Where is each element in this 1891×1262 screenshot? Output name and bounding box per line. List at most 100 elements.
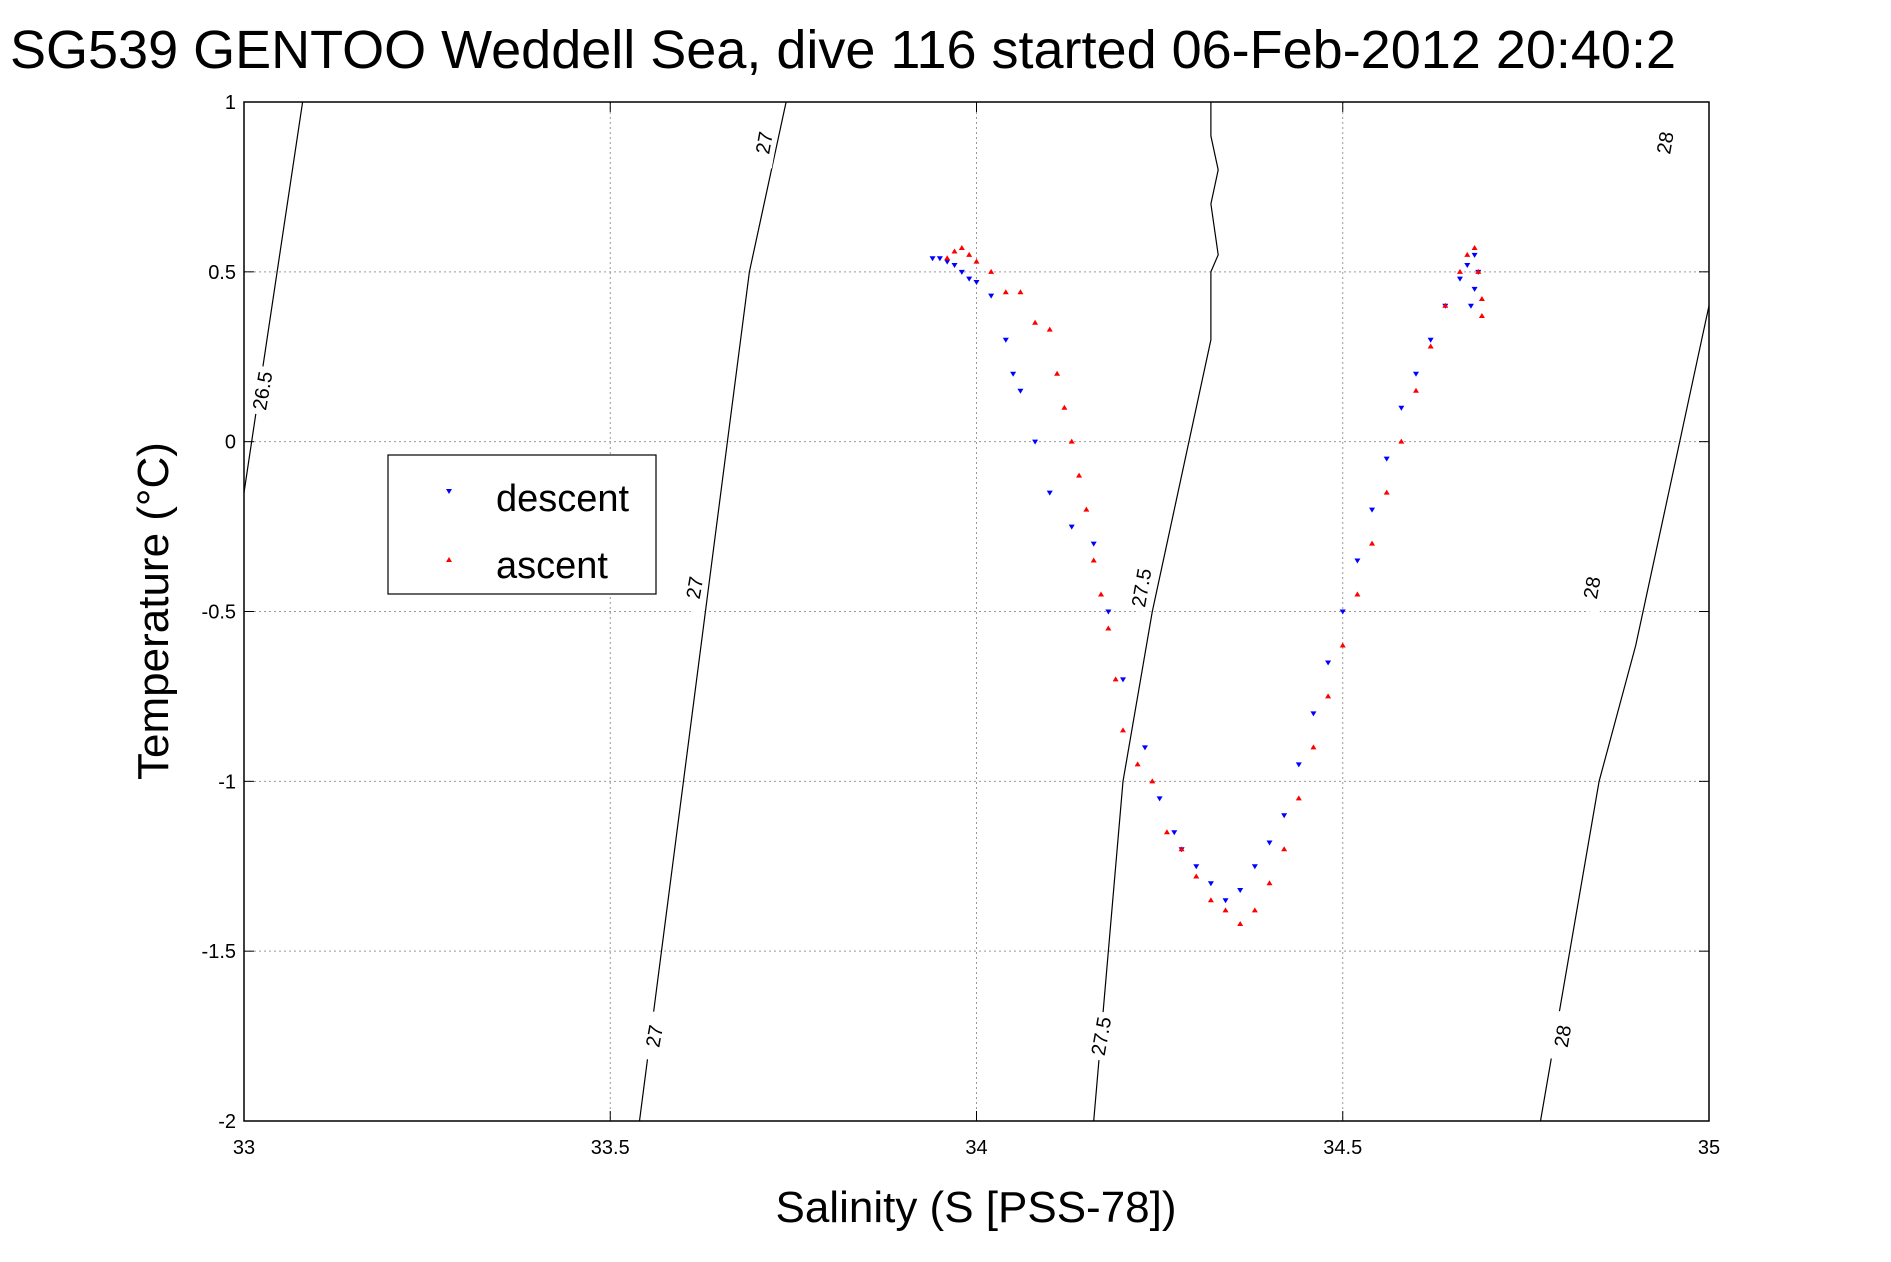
descent-point <box>1427 337 1434 343</box>
ascent-point <box>1120 727 1126 733</box>
contour-label-bg <box>678 561 711 614</box>
descent-point <box>1046 490 1053 496</box>
ascent-point <box>944 255 951 261</box>
contour-label-group: 28 <box>1546 1010 1579 1062</box>
ascent-point <box>1427 343 1434 349</box>
contour-label: 27 <box>752 130 778 156</box>
contour-label-bg <box>638 1010 671 1062</box>
ascent-point <box>1090 557 1097 563</box>
descent-point <box>1471 252 1478 258</box>
descent-point <box>1325 660 1332 666</box>
descent-point <box>1339 609 1346 615</box>
descent-point <box>1222 898 1229 904</box>
descent-point <box>966 276 973 282</box>
contour-label: 28 <box>1551 1023 1577 1049</box>
ascent-point <box>951 248 958 254</box>
descent-point <box>1141 745 1148 751</box>
y-tick-label: 1 <box>225 92 236 114</box>
descent-point <box>1310 711 1317 717</box>
descent-point <box>1281 813 1288 819</box>
descent-point <box>1156 796 1163 802</box>
descent-point <box>1369 507 1376 513</box>
x-tick-label: 35 <box>1698 1137 1720 1159</box>
ascent-point <box>1339 642 1346 648</box>
ascent-point <box>1207 897 1214 903</box>
ascent-point <box>1281 846 1288 852</box>
ascent-point <box>1178 846 1185 852</box>
ascent-point <box>1464 251 1471 257</box>
ascent-point <box>1383 489 1390 495</box>
ascent-point <box>1083 506 1090 512</box>
descent-point <box>1354 558 1361 564</box>
ascent-point <box>958 245 965 251</box>
descent-point <box>973 280 980 286</box>
ascent-point <box>1266 880 1273 886</box>
ascent-point <box>1251 907 1258 913</box>
ascent-point <box>1310 744 1317 750</box>
ascent-point <box>1068 438 1075 444</box>
descent-point <box>1295 762 1302 768</box>
contour-label-bg <box>1125 561 1158 614</box>
contour-label: 28 <box>1653 130 1679 156</box>
ascent-point <box>1398 438 1405 444</box>
descent-point <box>1467 303 1474 309</box>
contour-line <box>1093 102 1219 1121</box>
descent-point <box>951 263 958 269</box>
contour-label-group: 27.5 <box>1125 561 1158 614</box>
ascent-point <box>1456 268 1463 274</box>
density-contours: 26.5 27 27 27 27.5 27.5 28 28 28 <box>244 102 1709 1121</box>
descent-point <box>929 256 936 262</box>
descent-point <box>1171 830 1178 836</box>
descent-point <box>1456 276 1463 282</box>
x-axis-label: Salinity (S [PSS-78]) <box>775 1183 1176 1232</box>
y-axis-label: Temperature (°C) <box>129 442 178 780</box>
ascent-point <box>1134 761 1141 767</box>
ascent-point <box>1413 387 1419 393</box>
ascent-point <box>966 251 973 257</box>
ascent-point <box>1295 795 1302 801</box>
contour-label-group: 27 <box>748 117 781 169</box>
contour-label: 27 <box>642 1023 668 1049</box>
descent-point <box>1105 609 1112 615</box>
ascent-point <box>1237 920 1244 926</box>
descent-point <box>1464 263 1471 269</box>
ascent-point <box>1222 907 1229 913</box>
ascent-point <box>1112 676 1119 682</box>
contour-label-bg <box>1575 561 1608 614</box>
ascent-point <box>1475 268 1482 274</box>
y-tick-label: -1.5 <box>202 941 236 963</box>
descent-point <box>1002 337 1009 343</box>
x-tick-label: 33 <box>233 1137 255 1159</box>
ascent-point <box>1163 829 1170 835</box>
contour-label-bg <box>748 117 781 169</box>
y-tick-label: -0.5 <box>202 602 236 624</box>
ascent-point <box>1017 289 1024 295</box>
contour-label-group: 26.5 <box>246 364 279 417</box>
legend-box <box>387 454 657 595</box>
contour-label-group: 27 <box>638 1010 671 1062</box>
descent-point <box>1251 864 1258 870</box>
data-points <box>929 245 1485 926</box>
legend-ascent-marker <box>446 557 452 562</box>
y-tick-label: 0.5 <box>208 262 236 284</box>
descent-point <box>936 256 943 262</box>
legend-descent-marker <box>446 489 452 494</box>
legend-ascent-label: ascent <box>496 545 608 587</box>
ascent-point <box>1369 540 1376 546</box>
y-tick-label: 0 <box>225 432 236 454</box>
ascent-point <box>1054 370 1061 376</box>
contour-label-group: 27 <box>678 561 711 614</box>
ascent-point <box>1149 778 1156 784</box>
descent-point <box>1090 541 1097 547</box>
contour-label-group: 27.5 <box>1085 1010 1117 1062</box>
descent-point <box>1032 439 1039 445</box>
ascent-point <box>1442 302 1449 308</box>
descent-point <box>944 259 951 265</box>
ascent-point <box>1046 326 1053 332</box>
descent-point <box>1193 864 1200 870</box>
ascent-point <box>988 268 995 274</box>
contour-label-group: 28 <box>1649 117 1681 169</box>
gridlines <box>244 102 1709 1121</box>
descent-point <box>1266 840 1273 846</box>
